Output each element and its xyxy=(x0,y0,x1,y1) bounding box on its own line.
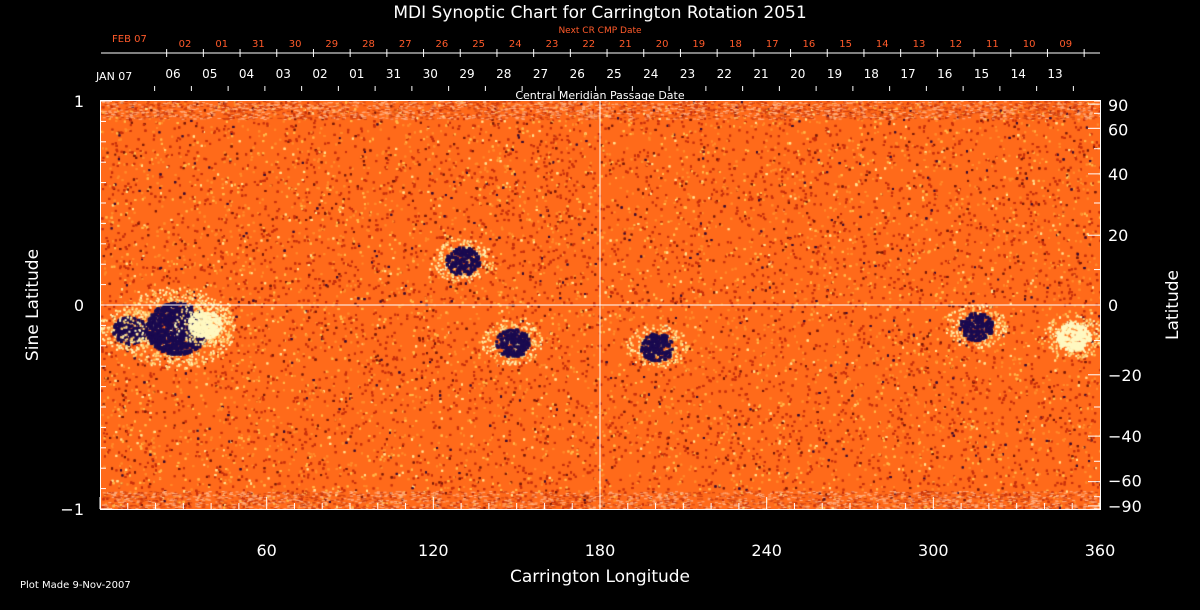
next-cr-axis-label: Next CR CMP Date xyxy=(558,26,642,36)
cmp-date-label: 18 xyxy=(864,67,879,81)
x-tick-label: 240 xyxy=(751,541,782,560)
next-cr-date-label: 21 xyxy=(619,39,632,50)
next-cr-start-label: FEB 07 xyxy=(112,34,147,45)
cmp-date-label: 21 xyxy=(753,67,768,81)
chart-title: MDI Synoptic Chart for Carrington Rotati… xyxy=(393,3,806,23)
cmp-date-label: 17 xyxy=(900,67,915,81)
next-cr-date-label: 24 xyxy=(509,39,522,50)
cmp-date-label: 13 xyxy=(1047,67,1062,81)
y-tick-label-left: 1 xyxy=(74,92,84,111)
y-tick-label-right: −40 xyxy=(1108,427,1142,446)
next-cr-date-label: 20 xyxy=(656,39,669,50)
cmp-date-label: 19 xyxy=(827,67,842,81)
cmp-date-label: 26 xyxy=(570,67,585,81)
next-cr-date-label: 13 xyxy=(913,39,926,50)
next-cr-date-label: 27 xyxy=(399,39,412,50)
cmp-date-label: 23 xyxy=(680,67,695,81)
next-cr-date-label: 23 xyxy=(546,39,559,50)
next-cr-date-label: 12 xyxy=(949,39,962,50)
cmp-date-label: 24 xyxy=(643,67,658,81)
cmp-date-label: 02 xyxy=(312,67,327,81)
next-cr-date-label: 17 xyxy=(766,39,779,50)
cmp-date-label: 25 xyxy=(606,67,621,81)
y-tick-label-right: −60 xyxy=(1108,472,1142,491)
y-tick-label-right: 0 xyxy=(1108,296,1118,315)
cmp-axis-label: Central Meridian Passage Date xyxy=(515,89,684,102)
cmp-date-label: 28 xyxy=(496,67,511,81)
y-tick-label-right: 40 xyxy=(1108,165,1128,184)
next-cr-date-label: 26 xyxy=(436,39,449,50)
bottom-axis: 60 120 180 240 300 360 xyxy=(99,497,1116,560)
next-cr-date-label: 01 xyxy=(215,39,228,50)
y-axis-right-label: Latitude xyxy=(1163,270,1183,340)
cmp-date-label: 29 xyxy=(459,67,474,81)
next-cr-dates: 02 01 31 30 29 28 27 26 25 24 23 22 21 20 19 18 17 16 15 14… xyxy=(166,39,1085,57)
left-axis: 1 0 −1 xyxy=(60,92,112,519)
y-tick-label-right: −90 xyxy=(1108,497,1142,516)
x-tick-label: 360 xyxy=(1085,541,1116,560)
next-cr-date-label: 14 xyxy=(876,39,889,50)
next-cr-date-label: 31 xyxy=(252,39,265,50)
cmp-date-label: 14 xyxy=(1011,67,1026,81)
x-tick-label: 180 xyxy=(585,541,616,560)
next-cr-date-label: 22 xyxy=(582,39,595,50)
cmp-date-label: 22 xyxy=(717,67,732,81)
next-cr-date-label: 18 xyxy=(729,39,742,50)
y-tick-label-left: 0 xyxy=(74,296,84,315)
next-cr-date-label: 10 xyxy=(1023,39,1036,50)
next-cr-date-label: 29 xyxy=(325,39,338,50)
cmp-start-label: JAN 07 xyxy=(95,70,132,83)
cmp-date-label: 03 xyxy=(276,67,291,81)
x-tick-label: 120 xyxy=(418,541,449,560)
y-axis-left-label: Sine Latitude xyxy=(23,249,43,361)
next-cr-date-label: 09 xyxy=(1059,39,1072,50)
cmp-date-label: 16 xyxy=(937,67,952,81)
right-axis: 90 60 40 20 0 −20 −40 −60 −90 xyxy=(1088,96,1142,516)
x-axis-label: Carrington Longitude xyxy=(510,567,690,587)
y-tick-label-left: −1 xyxy=(60,500,84,519)
cmp-date-label: 30 xyxy=(423,67,438,81)
cmp-dates: 06 05 04 03 02 01 31 30 29 28 27 26 25 24 23 22 21 20 19 18… xyxy=(154,67,1074,91)
y-tick-label-right: 20 xyxy=(1108,226,1128,245)
next-cr-date-label: 16 xyxy=(803,39,816,50)
x-tick-label: 300 xyxy=(918,541,949,560)
next-cr-date-label: 28 xyxy=(362,39,375,50)
cmp-date-label: 31 xyxy=(386,67,401,81)
next-cr-date-label: 19 xyxy=(692,39,705,50)
cmp-date-label: 27 xyxy=(533,67,548,81)
next-cr-date-label: 30 xyxy=(289,39,302,50)
y-tick-label-right: 60 xyxy=(1108,120,1128,139)
cmp-date-label: 15 xyxy=(974,67,989,81)
cmp-date-label: 20 xyxy=(790,67,805,81)
cmp-date-label: 04 xyxy=(239,67,254,81)
y-tick-label-right: −20 xyxy=(1108,366,1142,385)
plot-made-note: Plot Made 9-Nov-2007 xyxy=(20,580,131,591)
cmp-date-label: 01 xyxy=(349,67,364,81)
x-tick-label: 60 xyxy=(256,541,276,560)
next-cr-date-label: 02 xyxy=(179,39,192,50)
next-cr-date-label: 11 xyxy=(986,39,999,50)
next-cr-date-label: 25 xyxy=(472,39,485,50)
cmp-date-label: 06 xyxy=(165,67,180,81)
y-tick-label-right: 90 xyxy=(1108,96,1128,115)
cmp-date-label: 05 xyxy=(202,67,217,81)
next-cr-date-label: 15 xyxy=(839,39,852,50)
